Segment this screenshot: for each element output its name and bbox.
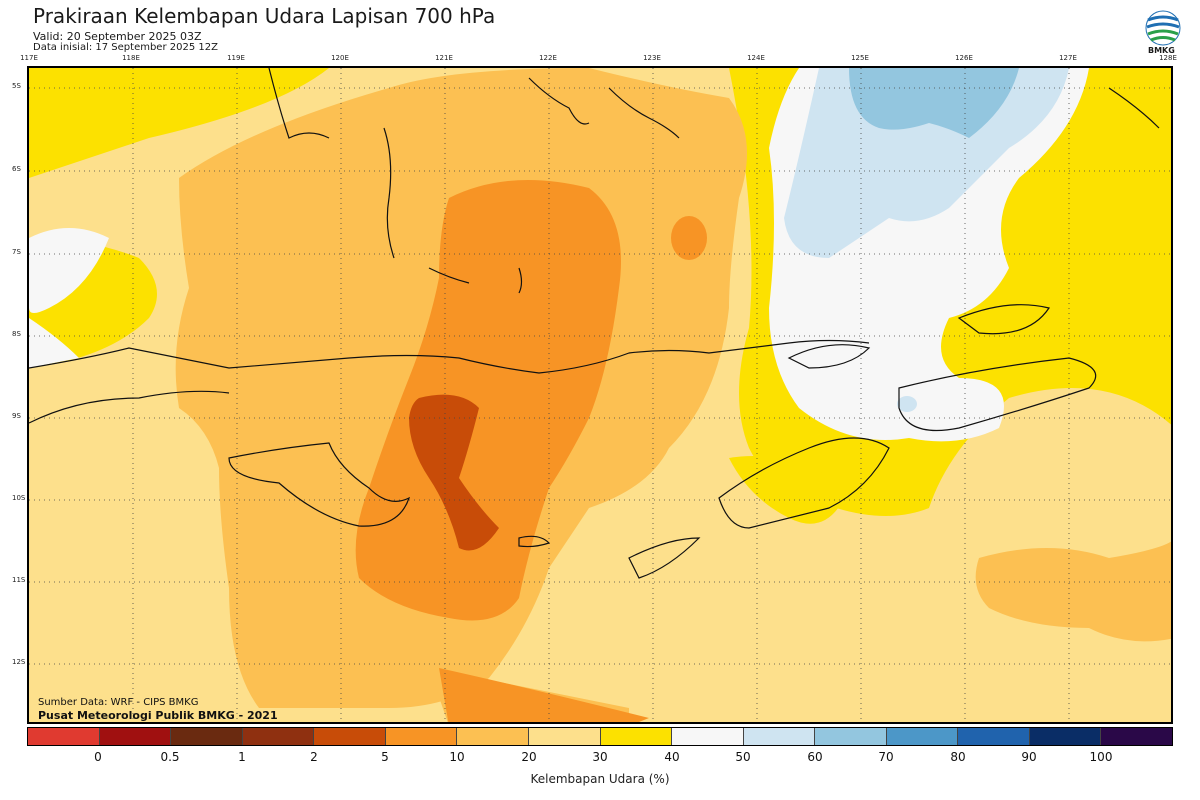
lon-label-122e: 122E (539, 54, 557, 62)
lon-label-123e: 123E (643, 54, 661, 62)
source-line-1: Sumber Data: WRF - CIPS BMKG (38, 697, 199, 708)
coast-alor (787, 344, 871, 369)
colorbar-tick: 70 (878, 750, 894, 764)
coast-nusa-tenggara (29, 339, 870, 374)
lat-label-12s: 12S (12, 658, 26, 666)
lat-label-11s: 11S (12, 576, 26, 584)
colorbar-tick: 2 (310, 750, 318, 764)
humidity-field-60-70 (849, 68, 1019, 138)
coast-kalao (428, 267, 470, 284)
coast-sumba (228, 442, 411, 527)
coast-lombok-sumbawa (29, 390, 230, 424)
colorbar-segment-14 (1029, 728, 1102, 745)
lon-label-124e: 124E (747, 54, 765, 62)
colorbar-tick: 20 (521, 750, 537, 764)
source-line-2: Pusat Meteorologi Publik BMKG - 2021 (38, 709, 278, 722)
humidity-field-10-20-se (975, 541, 1171, 642)
humidity-map-canvas (29, 68, 1171, 722)
lat-label-6s: 6S (12, 165, 21, 173)
coast-banda (1108, 87, 1160, 129)
colorbar (27, 727, 1173, 746)
colorbar-segment-13 (958, 728, 1030, 745)
humidity-field-40-50-west (29, 228, 109, 313)
colorbar-tick: 5 (381, 750, 389, 764)
logo-text: BMKG (1148, 46, 1175, 55)
coast-rote (628, 537, 701, 579)
bmkg-logo-icon (1145, 10, 1181, 46)
coast-buton (528, 77, 590, 125)
colorbar-segment-9 (672, 728, 744, 745)
colorbar-tick: 1 (238, 750, 246, 764)
lat-label-5s: 5S (12, 82, 21, 90)
graticule (29, 68, 1171, 722)
init-time: Data inisial: 17 September 2025 12Z (33, 42, 218, 53)
colorbar-tick: 0.5 (160, 750, 180, 764)
colorbar-segment-0 (28, 728, 100, 745)
humidity-field-30-40-nw (29, 68, 329, 178)
coast-timor (718, 437, 890, 529)
colorbar-segment-11 (815, 728, 887, 745)
lon-label-127e: 127E (1059, 54, 1077, 62)
coast-selayar (383, 127, 395, 259)
lon-label-126e: 126E (955, 54, 973, 62)
coast-small (518, 267, 523, 294)
colorbar-segment-12 (886, 728, 959, 745)
colorbar-tick: 40 (664, 750, 680, 764)
lon-label-128e: 128E (1159, 54, 1177, 62)
colorbar-segment-7 (528, 728, 601, 745)
colorbar-tick: 60 (807, 750, 823, 764)
colorbar-segment-3 (242, 728, 315, 745)
lon-label-118e: 118E (122, 54, 140, 62)
humidity-field-40-50-sw (29, 318, 79, 368)
humidity-map (27, 66, 1173, 724)
colorbar-tick: 100 (1089, 750, 1113, 764)
coast-sawu (518, 535, 551, 548)
lon-label-117e: 117E (20, 54, 38, 62)
lat-label-9s: 9S (12, 412, 21, 420)
humidity-field-5-10-south (439, 668, 649, 722)
humidity-field-5-10-spot (671, 216, 707, 260)
lon-label-125e: 125E (851, 54, 869, 62)
humidity-field-50-60 (784, 68, 1069, 258)
colorbar-segment-15 (1101, 728, 1172, 745)
colorbar-tick: 90 (1021, 750, 1037, 764)
lat-label-10s: 10S (12, 494, 26, 502)
colorbar-label: Kelembapan Udara (%) (530, 772, 670, 786)
page-title: Prakiraan Kelembapan Udara Lapisan 700 h… (33, 4, 496, 28)
coastlines (29, 68, 1160, 579)
lon-label-121e: 121E (435, 54, 453, 62)
humidity-field-50-60-small (897, 396, 917, 412)
humidity-field-2-5 (409, 394, 499, 551)
colorbar-tick: 0 (94, 750, 102, 764)
coast-wetar (957, 304, 1050, 335)
coast-sulawesi-south (268, 68, 330, 139)
coast-timor-leste-sea (898, 357, 1097, 432)
valid-time: Valid: 20 September 2025 03Z (33, 30, 202, 43)
colorbar-segment-1 (99, 728, 172, 745)
lat-label-7s: 7S (12, 248, 21, 256)
colorbar-segment-8 (600, 728, 673, 745)
lat-label-8s: 8S (12, 330, 21, 338)
humidity-field-5-10 (355, 180, 621, 621)
colorbar-segment-4 (314, 728, 386, 745)
lon-label-119e: 119E (227, 54, 245, 62)
colorbar-tick: 80 (950, 750, 966, 764)
colorbar-tick: 30 (592, 750, 608, 764)
colorbar-segment-5 (385, 728, 458, 745)
coast-muna (608, 87, 680, 139)
colorbar-tick: 10 (449, 750, 465, 764)
colorbar-segment-6 (457, 728, 529, 745)
colorbar-segment-2 (171, 728, 243, 745)
colorbar-tick: 50 (735, 750, 751, 764)
humidity-field-30-40-timor (729, 456, 849, 524)
lon-label-120e: 120E (331, 54, 349, 62)
colorbar-segment-10 (743, 728, 816, 745)
